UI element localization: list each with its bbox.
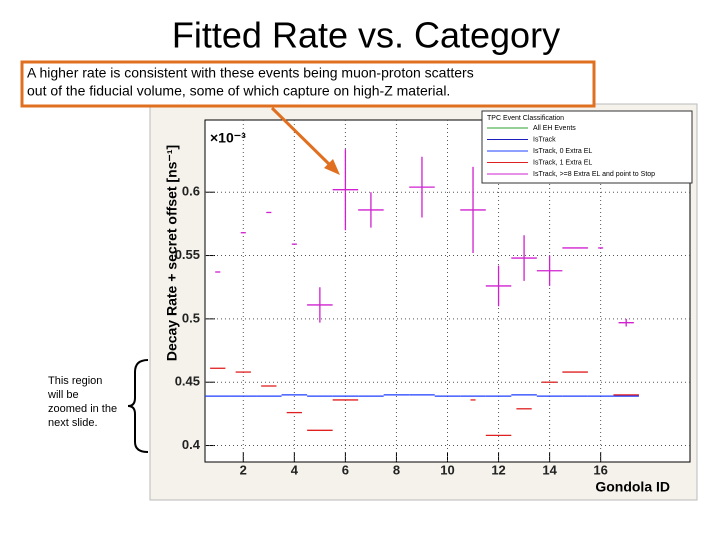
y-exponent: ×10⁻³ (210, 130, 246, 146)
y-tick-label: 0.4 (182, 437, 201, 452)
legend-label: IsTrack, >=8 Extra EL and point to Stop (533, 171, 655, 178)
brace (127, 359, 149, 453)
y-tick-label: 0.45 (175, 374, 200, 389)
callout-line: out of the fiducial volume, some of whic… (27, 83, 450, 99)
legend-label: IsTrack (533, 136, 556, 143)
plot: 0.4 0.45 0.5 0.55 0.6 2 4 6 8 10 12 14 16 (175, 120, 690, 477)
slide-title: Fitted Rate vs. Category (172, 15, 560, 56)
error-point (536, 255, 563, 286)
x-tick-label: 8 (393, 462, 400, 477)
x-tick-label: 12 (491, 462, 505, 477)
x-tick-label: 16 (593, 462, 607, 477)
callout-box (20, 60, 596, 108)
side-note: will be (47, 389, 79, 401)
side-note: zoomed in the (48, 403, 117, 415)
x-tick-label: 10 (440, 462, 454, 477)
error-point (332, 149, 359, 231)
error-point (485, 265, 512, 307)
callout-arrow (270, 106, 335, 170)
y-tick-label: 0.55 (175, 247, 200, 262)
y-tick-label: 0.6 (182, 184, 200, 199)
legend-title: TPC Event Classification (487, 115, 564, 122)
error-point (358, 192, 384, 228)
legend: TPC Event Classification All EH Events Is… (481, 110, 693, 184)
arrow-head (324, 159, 340, 175)
side-note: next slide. (48, 417, 98, 429)
y-axis-label: Decay Rate + secret offset [ns⁻¹] (164, 145, 180, 361)
x-axis-label: Gondola ID (595, 479, 670, 495)
y-tick-label: 0.5 (182, 310, 200, 325)
error-point (307, 287, 333, 323)
x-tick-label: 6 (342, 462, 349, 477)
legend-box (481, 110, 693, 184)
legend-label: IsTrack, 1 Extra EL (533, 159, 592, 166)
x-tick-label: 2 (240, 462, 247, 477)
x-tick-label: 14 (542, 462, 557, 477)
callout-line: A higher rate is consistent with these e… (27, 65, 474, 81)
side-note: This region (48, 375, 102, 387)
error-point (460, 166, 486, 253)
legend-label: IsTrack, 0 Extra EL (533, 148, 592, 155)
error-point (618, 318, 634, 327)
error-point (409, 156, 435, 218)
legend-label: All EH Events (533, 125, 576, 132)
error-point (511, 235, 537, 281)
x-tick-label: 4 (291, 462, 299, 477)
